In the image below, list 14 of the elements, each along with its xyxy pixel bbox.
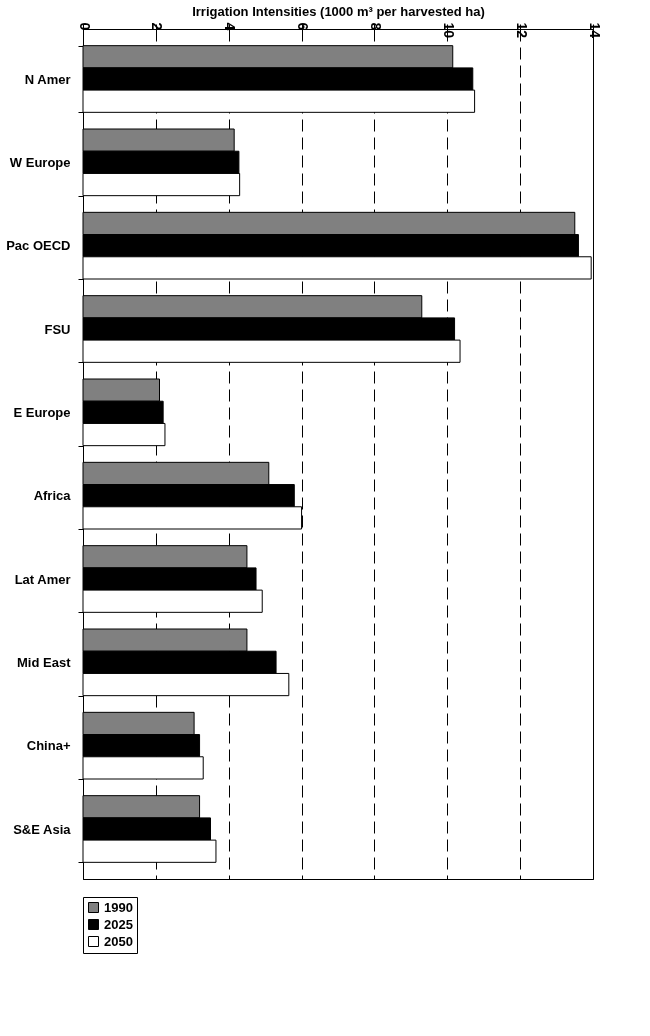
legend-label: 1990 [104,899,133,915]
y-tick-label: Pac OECD [6,238,71,254]
y-tick-label: Lat Amer [14,571,71,587]
y-tick-label: China+ [26,738,71,754]
y-tick-label: W Europe [9,154,71,170]
legend-label: 2025 [104,916,133,932]
legend-label: 2050 [104,933,133,949]
y-tick-label: S&E Asia [13,821,72,837]
y-tick-label: E Europe [13,404,71,420]
y-tick-label: Mid East [17,654,72,670]
y-tick-label: N Amer [24,71,71,87]
y-tick-label: FSU [44,321,71,337]
y-tick-label: Africa [33,488,72,504]
x-axis-title: Irrigation Intensities (1000 m³ per harvested ha) [192,3,485,19]
